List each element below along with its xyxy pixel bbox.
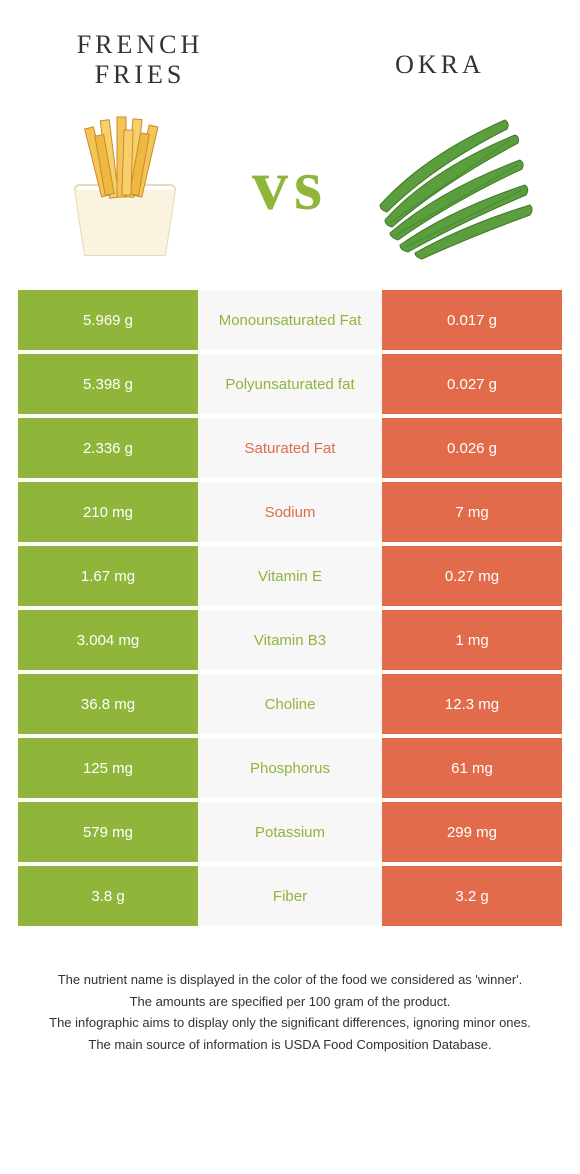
nutrient-label: Polyunsaturated fat (198, 354, 382, 414)
left-value: 36.8 mg (18, 674, 198, 734)
table-row: 5.398 gPolyunsaturated fat0.027 g (18, 354, 562, 414)
table-row: 3.004 mgVitamin B31 mg (18, 610, 562, 670)
left-value: 5.969 g (18, 290, 198, 350)
right-value: 0.017 g (382, 290, 562, 350)
right-value: 299 mg (382, 802, 562, 862)
nutrient-label: Saturated Fat (198, 418, 382, 478)
nutrient-label: Vitamin E (198, 546, 382, 606)
right-value: 1 mg (382, 610, 562, 670)
table-row: 5.969 gMonounsaturated Fat0.017 g (18, 290, 562, 350)
nutrient-label: Choline (198, 674, 382, 734)
vs-label: vs (252, 144, 328, 227)
footer-line-4: The main source of information is USDA F… (30, 1035, 550, 1055)
table-row: 579 mgPotassium299 mg (18, 802, 562, 862)
nutrient-label: Fiber (198, 866, 382, 926)
right-value: 0.027 g (382, 354, 562, 414)
right-value: 3.2 g (382, 866, 562, 926)
right-value: 7 mg (382, 482, 562, 542)
table-row: 36.8 mgCholine12.3 mg (18, 674, 562, 734)
left-value: 3.8 g (18, 866, 198, 926)
right-food-title: Okra (350, 50, 530, 80)
nutrient-label: Potassium (198, 802, 382, 862)
table-row: 3.8 gFiber3.2 g (18, 866, 562, 926)
left-value: 3.004 mg (18, 610, 198, 670)
okra-image (370, 100, 540, 270)
footer-line-2: The amounts are specified per 100 gram o… (30, 992, 550, 1012)
footer-notes: The nutrient name is displayed in the co… (0, 930, 580, 1054)
header: French fries Okra (0, 0, 580, 100)
left-value: 210 mg (18, 482, 198, 542)
left-value: 5.398 g (18, 354, 198, 414)
footer-line-3: The infographic aims to display only the… (30, 1013, 550, 1033)
table-row: 1.67 mgVitamin E0.27 mg (18, 546, 562, 606)
left-value: 125 mg (18, 738, 198, 798)
left-value: 2.336 g (18, 418, 198, 478)
nutrient-label: Monounsaturated Fat (198, 290, 382, 350)
table-row: 210 mgSodium7 mg (18, 482, 562, 542)
nutrient-label: Sodium (198, 482, 382, 542)
left-food-title: French fries (50, 30, 230, 90)
table-row: 2.336 gSaturated Fat0.026 g (18, 418, 562, 478)
left-value: 1.67 mg (18, 546, 198, 606)
footer-line-1: The nutrient name is displayed in the co… (30, 970, 550, 990)
nutrient-label: Phosphorus (198, 738, 382, 798)
nutrition-table: 5.969 gMonounsaturated Fat0.017 g5.398 g… (18, 290, 562, 926)
french-fries-image (40, 100, 210, 270)
hero-row: vs (0, 100, 580, 290)
table-row: 125 mgPhosphorus61 mg (18, 738, 562, 798)
right-value: 12.3 mg (382, 674, 562, 734)
left-value: 579 mg (18, 802, 198, 862)
right-value: 0.27 mg (382, 546, 562, 606)
right-value: 0.026 g (382, 418, 562, 478)
nutrient-label: Vitamin B3 (198, 610, 382, 670)
right-value: 61 mg (382, 738, 562, 798)
